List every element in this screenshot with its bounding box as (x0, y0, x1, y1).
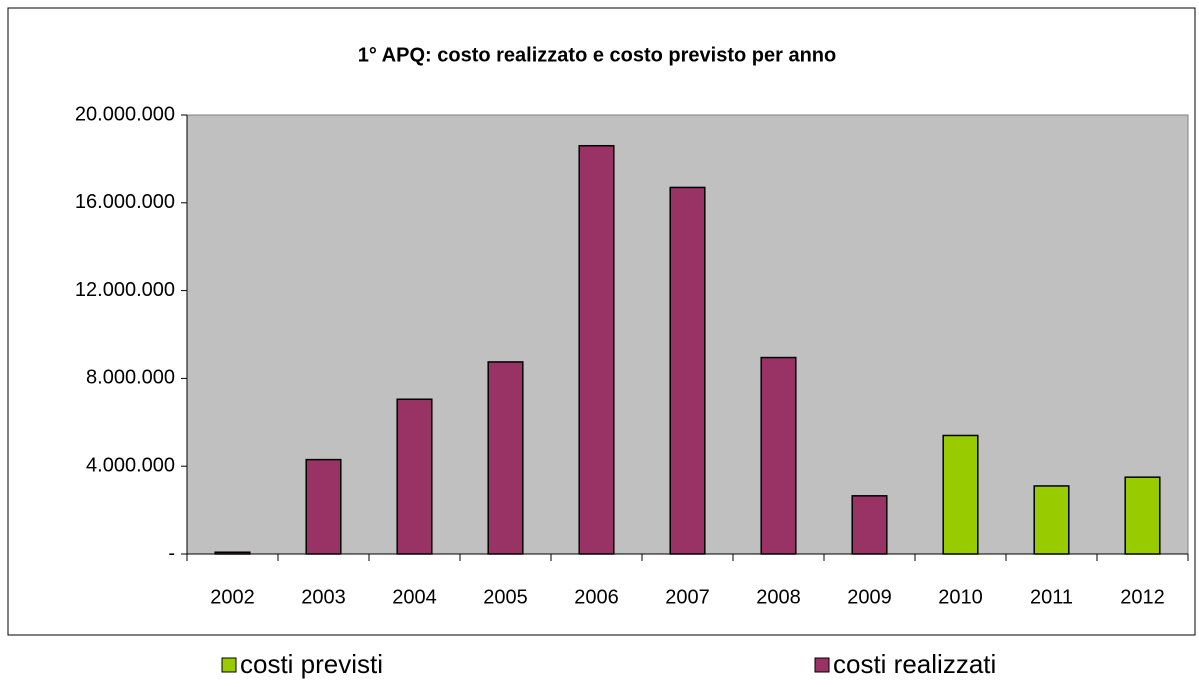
chart-title: 1° APQ: costo realizzato e costo previst… (358, 44, 836, 66)
y-tick-label: 16.000.000 (75, 191, 175, 213)
legend-swatch (221, 657, 237, 673)
bar (305, 458, 342, 555)
bar (1033, 485, 1070, 555)
x-tick-label: 2011 (1030, 586, 1073, 608)
bar (851, 495, 888, 555)
y-tick-label: - (168, 542, 175, 564)
bar (942, 434, 979, 555)
legend-label: costi previsti (240, 649, 383, 679)
x-tick-label: 2008 (756, 586, 801, 608)
x-tick-label: 2010 (938, 586, 983, 608)
x-tick-label: 2002 (210, 586, 255, 608)
y-tick-label: 8.000.000 (86, 367, 175, 389)
x-tick-label: 2006 (574, 586, 619, 608)
x-tick-label: 2012 (1120, 586, 1165, 608)
x-tick-label: 2003 (301, 586, 346, 608)
x-tick-label: 2005 (483, 586, 528, 608)
bar (1124, 476, 1161, 555)
x-tick-label: 2007 (665, 586, 710, 608)
bar (487, 361, 524, 555)
y-tick-label: 20.000.000 (75, 103, 175, 125)
bar (214, 551, 251, 555)
bar (669, 186, 706, 555)
x-tick-label: 2004 (392, 586, 437, 608)
y-tick-label: 4.000.000 (86, 454, 175, 476)
legend-swatch (814, 657, 830, 673)
y-tick-label: 12.000.000 (75, 279, 175, 301)
bar (578, 144, 615, 555)
legend-label: costi realizzati (833, 649, 996, 679)
bar (396, 398, 433, 555)
bar (760, 356, 797, 555)
x-tick-label: 2009 (847, 586, 892, 608)
